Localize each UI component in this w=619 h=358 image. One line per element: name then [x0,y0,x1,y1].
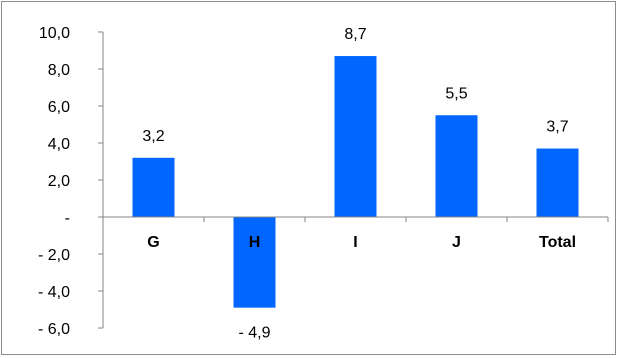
x-axis [102,216,609,222]
bars [132,56,579,308]
category-label: I [353,234,357,251]
y-tick-label: - 4,0 [38,284,70,301]
y-tick-label: - 6,0 [38,321,70,338]
data-label: - 4,9 [238,325,270,342]
bar-total [536,148,579,217]
bar-j [435,115,478,217]
data-labels: 3,2 - 4,9 8,7 5,5 3,7 [142,26,568,342]
y-tick-label: - 2,0 [38,247,70,264]
category-label: J [452,234,461,251]
data-label: 5,5 [445,85,467,102]
y-tick-label: 8,0 [48,62,70,79]
data-label: 3,2 [142,128,164,145]
data-label: 8,7 [344,26,366,43]
y-tick-label: 2,0 [48,173,70,190]
category-labels: G H I J Total [147,234,576,251]
y-axis: 10,0 8,0 6,0 4,0 2,0 - - 2,0 - 4,0 - 6,0 [38,25,104,338]
y-tick-label: 10,0 [39,25,70,42]
data-label: 3,7 [546,119,568,136]
y-tick-label: 6,0 [48,99,70,116]
category-label: Total [539,234,576,251]
bar-g [132,157,175,217]
y-tick-label: - [65,210,70,227]
y-tick-label: 4,0 [48,136,70,153]
category-label: H [249,234,261,251]
category-label: G [147,234,159,251]
bar-i [334,56,377,217]
bar-h [233,217,276,308]
